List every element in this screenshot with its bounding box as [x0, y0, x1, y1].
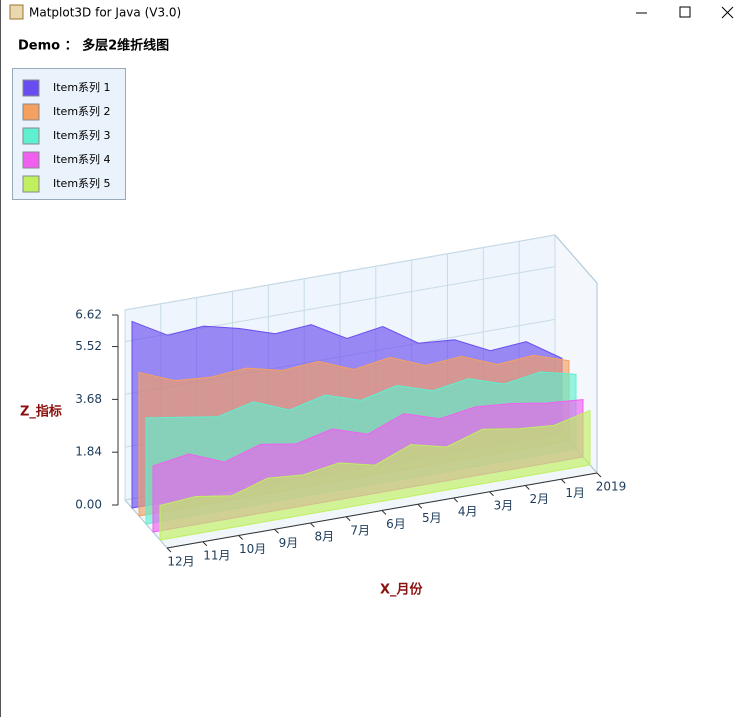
x-tick: [238, 535, 244, 540]
x-tick-label: 1月: [565, 486, 585, 500]
x-tick: [417, 503, 423, 509]
window-title: Matplot3D for Java (V3.0): [29, 6, 181, 20]
z-tick-label: 3.68: [75, 392, 102, 406]
legend-label: Item系列 3: [53, 128, 111, 142]
x-tick: [309, 522, 315, 528]
x-tick-label: 2月: [530, 492, 550, 506]
x-tick: [453, 497, 459, 503]
close-button[interactable]: [721, 6, 734, 19]
x-axis: [166, 472, 598, 549]
x-tick-label: 2019: [596, 480, 627, 494]
app-icon: [9, 4, 24, 20]
series-area: [159, 409, 591, 541]
x-tick-label: 3月: [494, 498, 514, 512]
x-tick-label: 5月: [422, 511, 442, 525]
x-tick: [596, 472, 602, 478]
x-tick-label: 4月: [458, 505, 478, 519]
x-tick-label: 9月: [279, 536, 299, 550]
x-axis-label: X_月份: [380, 582, 424, 598]
legend-swatch: [22, 103, 40, 121]
x-tick-label: 10月: [239, 542, 266, 556]
x-tick-label: 6月: [386, 517, 406, 531]
x-tick: [489, 491, 494, 497]
z-axis-label: Z_指标: [20, 404, 62, 420]
z-tick-label: 1.84: [75, 445, 102, 459]
legend-swatch: [22, 175, 40, 193]
legend-swatch: [22, 79, 40, 97]
legend-swatch: [22, 151, 40, 169]
chart-title: Demo ： 多层2维折线图: [18, 38, 169, 54]
x-tick: [381, 510, 387, 515]
x-tick: [560, 478, 566, 484]
x-tick: [524, 485, 530, 490]
legend-label: Item系列 5: [53, 176, 111, 190]
x-tick: [202, 541, 208, 547]
grid-line: [124, 234, 556, 311]
legend-swatch: [22, 127, 40, 145]
x-tick-label: 12月: [167, 555, 194, 569]
x-tick: [345, 516, 351, 522]
maximize-button[interactable]: [679, 6, 691, 18]
z-tick-label: 6.62: [75, 308, 102, 322]
x-tick: [274, 528, 279, 534]
legend-label: Item系列 1: [53, 80, 111, 94]
legend-label: Item系列 2: [53, 104, 111, 118]
z-tick-label: 5.52: [75, 339, 102, 353]
x-tick-label: 8月: [315, 530, 335, 544]
x-tick-label: 7月: [350, 523, 370, 537]
legend-label: Item系列 4: [53, 152, 111, 166]
z-tick-label: 0.00: [75, 498, 102, 512]
x-tick-label: 11月: [203, 548, 230, 562]
x-tick: [166, 547, 172, 553]
